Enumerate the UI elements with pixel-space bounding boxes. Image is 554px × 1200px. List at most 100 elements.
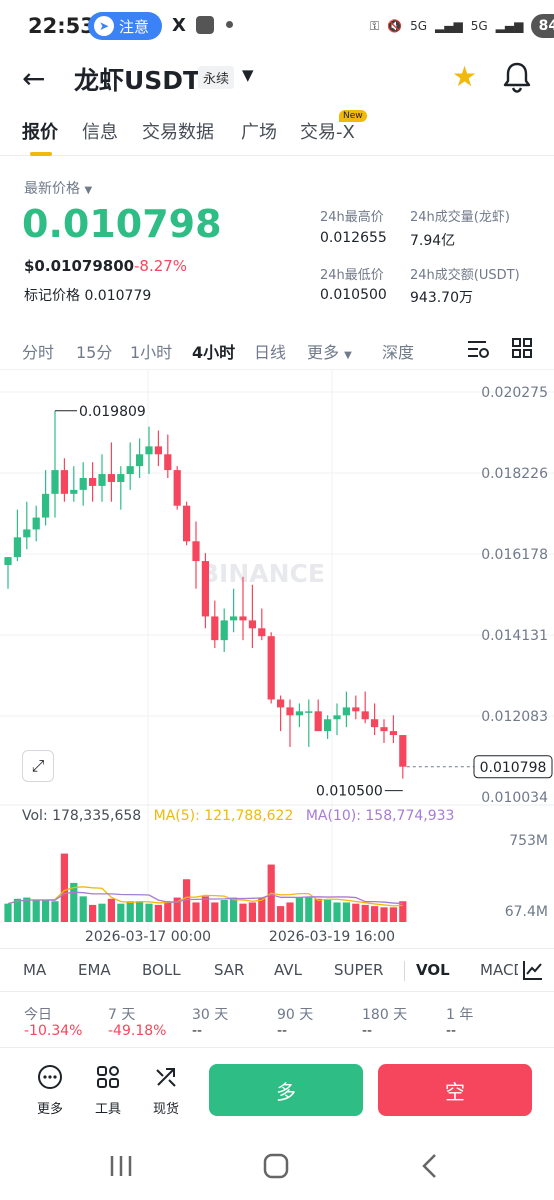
more-button[interactable]: 更多 [30,1064,70,1117]
caret-down-icon: ▼ [344,350,352,361]
bell-icon[interactable] [502,60,532,94]
candle-body [333,715,341,720]
indicator-ema[interactable]: EMA [78,961,111,979]
candle-body [192,541,200,562]
candle-body [352,707,360,712]
indicator-vol[interactable]: VOL [416,961,450,979]
volume-bar [70,882,78,922]
interval-1h[interactable]: 1小时 [130,343,173,362]
status-icons: ⚿ 🔇 5G ▂▄▆ 5G ▂▄▆ 84 [370,14,554,38]
volume-legend: Vol: 178,335,658 MA(5): 121,788,622 MA(1… [22,808,454,824]
volume-bar [286,902,294,922]
candle-body [4,557,12,566]
interval-bar: 分时 15分 1小时 4小时 日线 更多 ▼ 深度 [0,326,554,370]
interval-more[interactable]: 更多 ▼ [307,343,352,362]
indicator-macd[interactable]: MACD [480,961,518,979]
x-axis-label: 2026-03-19 16:00 [269,929,395,945]
candle-body [117,474,125,482]
volume-bar [305,897,313,922]
volume-bar [4,903,12,922]
candle-body [342,707,350,716]
long-button[interactable]: 多 [209,1064,363,1116]
page-title[interactable]: 龙虾USDT [74,66,201,95]
indicator-chart-icon[interactable] [522,959,544,981]
tab-trade-x[interactable]: 交易-X [300,122,355,143]
chart-settings-icon[interactable] [466,338,490,360]
interval-time[interactable]: 分时 [22,343,55,362]
mute-icon: 🔇 [387,19,403,33]
interval-depth[interactable]: 深度 [382,343,415,362]
perf-90d-label: 90 天 [277,1007,314,1023]
volume-bar [352,903,360,922]
home-icon[interactable] [263,1153,289,1179]
volume-bar [154,904,162,922]
star-icon[interactable]: ★ [452,60,478,93]
indicator-super[interactable]: SUPER [334,961,384,979]
short-button[interactable]: 空 [378,1064,532,1116]
indicator-ma[interactable]: MA [23,961,47,979]
chart-area[interactable]: BINANCE 0.020275 0.018226 0.016178 0.014131… [0,370,554,948]
more-notifications-dot-icon [226,21,233,28]
volume-bar [183,879,191,922]
tab-square[interactable]: 广场 [241,122,277,143]
last-price-label[interactable]: 最新价格 ▼ [24,181,93,197]
perf-90d-value: -- [277,1023,288,1039]
volume-tick-label: 753M [509,833,548,849]
indicator-avl[interactable]: AVL [274,961,302,979]
interval-1d[interactable]: 日线 [254,343,287,362]
candle-body [154,446,162,455]
layout-grid-icon[interactable] [511,337,533,359]
volume-ma5-line [7,886,403,907]
volume-bar [192,902,200,922]
tools-label: 工具 [94,1102,121,1117]
perf-1y-label: 1 年 [446,1007,474,1023]
volume-bar [107,898,115,922]
perf-30d-value: -- [192,1023,203,1039]
y-tick-label: 0.012083 [481,709,548,725]
notice-pill[interactable]: ➤ 注意 [88,12,162,40]
candlestick-chart[interactable]: BINANCE 0.020275 0.018226 0.016178 0.014131… [0,370,554,948]
volume-bar [13,898,21,922]
tools-button[interactable]: 工具 [88,1064,128,1117]
binance-watermark: BINANCE [200,559,325,588]
candle-body [267,636,275,700]
candle-body [324,719,332,732]
tab-quote[interactable]: 报价 [22,122,58,143]
turnover-24h-value: 943.70万 [410,290,473,306]
new-badge: New [339,110,367,122]
ma5-legend: MA(5): 121,788,622 [153,808,294,824]
volume-bar [23,897,31,922]
back-arrow-icon[interactable]: ← [22,62,46,95]
volume-bar [380,907,388,922]
tab-trading-data[interactable]: 交易数据 [142,122,214,143]
volume-bar [201,896,209,922]
indicator-boll[interactable]: BOLL [142,961,181,979]
candle-body [89,478,97,486]
perf-180d-label: 180 天 [362,1007,408,1023]
perf-7d-label: 7 天 [108,1007,136,1023]
candle-body [70,489,78,494]
perf-today-label: 今日 [24,1007,52,1023]
candle-body [286,707,294,716]
candle-body [399,735,407,767]
fullscreen-expand-icon[interactable]: ⤢ [22,750,54,782]
interval-4h[interactable]: 4小时 [192,343,236,362]
current-price-box [473,755,553,779]
candle-body [371,719,379,728]
recent-apps-icon[interactable] [108,1154,134,1178]
key-icon: ⚿ [370,18,380,33]
tab-info[interactable]: 信息 [82,122,118,143]
candle-body [380,727,388,732]
candle-body [107,474,115,482]
candle-body [136,454,144,467]
indicator-sar[interactable]: SAR [214,961,245,979]
back-nav-icon[interactable] [420,1153,440,1179]
spot-button[interactable]: 现货 [146,1064,186,1117]
volume-bar [361,904,369,922]
candle-body [32,517,40,530]
interval-15m[interactable]: 15分 [76,343,113,362]
caret-down-icon[interactable]: ▼ [242,66,254,84]
divider [404,961,405,981]
caret-down-icon: ▼ [84,185,93,196]
perf-1y-value: -- [446,1023,457,1039]
